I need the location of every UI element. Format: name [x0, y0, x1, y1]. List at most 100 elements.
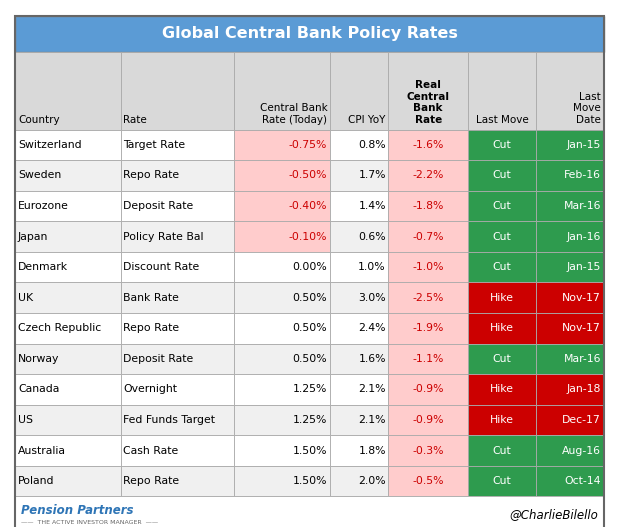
Bar: [330, 374, 388, 405]
Bar: [388, 374, 468, 405]
Bar: [15, 160, 121, 191]
Bar: [233, 221, 330, 252]
Text: Cut: Cut: [493, 232, 511, 241]
Bar: [121, 282, 233, 313]
Bar: [468, 52, 536, 130]
Bar: [536, 52, 604, 130]
Text: Cut: Cut: [493, 140, 511, 150]
Text: Jan-15: Jan-15: [566, 140, 601, 150]
Bar: [536, 313, 604, 344]
Text: Jan-16: Jan-16: [566, 232, 601, 241]
Bar: [233, 252, 330, 282]
Text: Mar-16: Mar-16: [563, 201, 601, 211]
Bar: [121, 313, 233, 344]
Text: Deposit Rate: Deposit Rate: [123, 201, 194, 211]
Bar: [330, 435, 388, 466]
Text: Jan-18: Jan-18: [566, 385, 601, 394]
Bar: [121, 344, 233, 374]
Text: Eurozone: Eurozone: [18, 201, 69, 211]
Text: -1.1%: -1.1%: [412, 354, 444, 364]
Bar: [233, 466, 330, 496]
Text: Cut: Cut: [493, 171, 511, 180]
Bar: [468, 405, 536, 435]
Text: Repo Rate: Repo Rate: [123, 476, 180, 486]
Text: Policy Rate Bal: Policy Rate Bal: [123, 232, 204, 241]
Text: Cut: Cut: [493, 354, 511, 364]
Text: 0.50%: 0.50%: [293, 293, 327, 302]
Bar: [388, 405, 468, 435]
Text: Hike: Hike: [490, 324, 514, 333]
Text: Cut: Cut: [493, 262, 511, 272]
Text: Dec-17: Dec-17: [562, 415, 601, 425]
Bar: [15, 252, 121, 282]
Bar: [233, 435, 330, 466]
Text: 1.25%: 1.25%: [293, 385, 327, 394]
Bar: [15, 344, 121, 374]
Text: Nov-17: Nov-17: [562, 324, 601, 333]
Text: Discount Rate: Discount Rate: [123, 262, 200, 272]
Text: -0.40%: -0.40%: [289, 201, 327, 211]
Text: -2.2%: -2.2%: [412, 171, 444, 180]
Bar: [536, 191, 604, 221]
Bar: [536, 282, 604, 313]
Text: 2.1%: 2.1%: [358, 385, 386, 394]
Text: -1.6%: -1.6%: [412, 140, 444, 150]
Bar: [536, 466, 604, 496]
Text: -0.7%: -0.7%: [412, 232, 444, 241]
Text: -0.9%: -0.9%: [412, 385, 444, 394]
Bar: [330, 405, 388, 435]
Bar: [536, 160, 604, 191]
Bar: [536, 252, 604, 282]
Bar: [330, 221, 388, 252]
Text: 1.50%: 1.50%: [293, 476, 327, 486]
Bar: [330, 52, 388, 130]
Bar: [233, 160, 330, 191]
Bar: [536, 344, 604, 374]
Text: 1.0%: 1.0%: [358, 262, 386, 272]
Bar: [388, 344, 468, 374]
Text: Poland: Poland: [18, 476, 54, 486]
Text: 0.6%: 0.6%: [358, 232, 386, 241]
Bar: [330, 466, 388, 496]
Text: Country: Country: [18, 115, 59, 125]
Bar: [15, 221, 121, 252]
Text: 1.6%: 1.6%: [358, 354, 386, 364]
Bar: [468, 282, 536, 313]
Text: Global Central Bank Policy Rates: Global Central Bank Policy Rates: [162, 26, 457, 41]
Text: Repo Rate: Repo Rate: [123, 171, 180, 180]
Bar: [233, 313, 330, 344]
Bar: [15, 52, 121, 130]
Bar: [330, 344, 388, 374]
Text: Oct-14: Oct-14: [565, 476, 601, 486]
Bar: [536, 435, 604, 466]
Bar: [121, 466, 233, 496]
Bar: [388, 160, 468, 191]
Text: 1.4%: 1.4%: [358, 201, 386, 211]
Bar: [468, 344, 536, 374]
Bar: [121, 405, 233, 435]
Text: Pension Partners: Pension Partners: [21, 504, 134, 516]
Bar: [468, 466, 536, 496]
Text: -0.5%: -0.5%: [412, 476, 444, 486]
Text: Norway: Norway: [18, 354, 59, 364]
Bar: [121, 191, 233, 221]
Text: Target Rate: Target Rate: [123, 140, 186, 150]
Bar: [15, 435, 121, 466]
Text: Denmark: Denmark: [18, 262, 68, 272]
Bar: [15, 466, 121, 496]
Bar: [15, 16, 604, 52]
Text: Cut: Cut: [493, 446, 511, 455]
Bar: [468, 374, 536, 405]
Text: 2.4%: 2.4%: [358, 324, 386, 333]
Bar: [330, 252, 388, 282]
Text: ——  THE ACTIVE INVESTOR MANAGER  ——: —— THE ACTIVE INVESTOR MANAGER ——: [21, 520, 158, 525]
Bar: [536, 130, 604, 160]
Text: Rate: Rate: [123, 115, 147, 125]
Text: Czech Republic: Czech Republic: [18, 324, 101, 333]
Text: 0.00%: 0.00%: [293, 262, 327, 272]
Text: Sweden: Sweden: [18, 171, 61, 180]
Bar: [15, 313, 121, 344]
Text: 1.7%: 1.7%: [358, 171, 386, 180]
Bar: [388, 52, 468, 130]
Bar: [121, 130, 233, 160]
